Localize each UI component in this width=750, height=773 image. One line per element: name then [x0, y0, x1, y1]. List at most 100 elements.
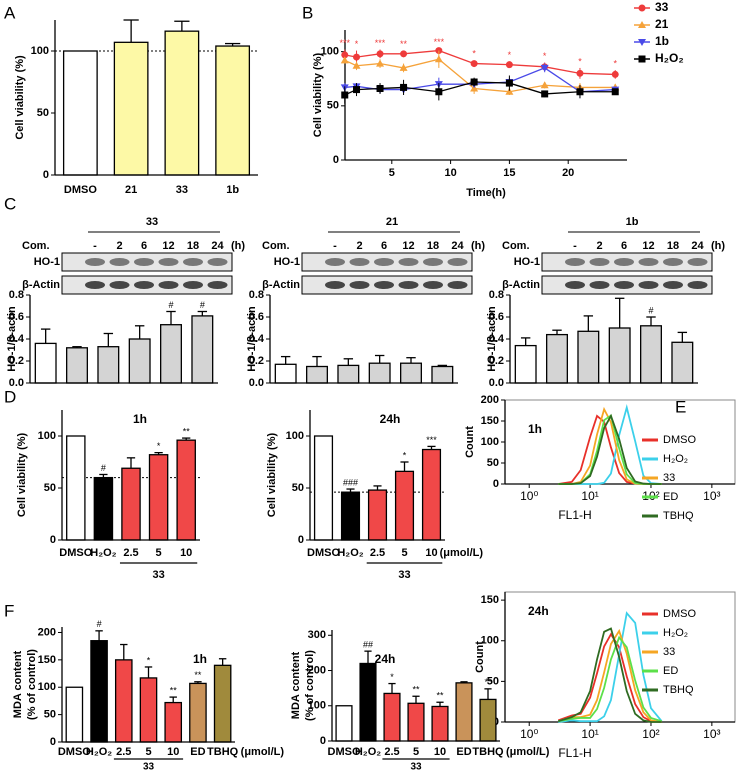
bar — [164, 701, 183, 743]
lane-label: 12 — [402, 240, 414, 252]
significance-mark: * — [147, 655, 151, 665]
bar — [66, 435, 86, 541]
bar — [367, 489, 388, 541]
y-tick-label: 100 — [308, 700, 326, 712]
blot-band — [638, 281, 659, 289]
y-tick-label: 150 — [481, 594, 499, 606]
x-tick-label: 10 — [167, 746, 179, 758]
blot-band — [638, 258, 659, 266]
significance-mark: ** — [194, 670, 202, 680]
blot-row-label: β-Actin — [22, 279, 60, 291]
blot-band — [687, 258, 708, 266]
y-tick-label: 0.2 — [9, 355, 24, 367]
blot-band — [349, 258, 370, 266]
blot-band — [398, 258, 419, 266]
blot-band — [325, 258, 345, 266]
y-tick-label: 100 — [31, 45, 49, 57]
bar — [139, 677, 158, 743]
data-point — [341, 51, 349, 59]
y-axis-label: Cell viability (%) — [16, 432, 28, 517]
blot-band — [423, 258, 443, 266]
significance-mark: * — [390, 672, 394, 682]
y-tick-label: 0 — [493, 478, 499, 490]
x-tick-label: 5 — [401, 547, 407, 559]
blot-band — [447, 281, 468, 289]
y-tick-label: 100 — [286, 430, 304, 442]
group-label: 33 — [410, 762, 422, 773]
chart-title: 1h — [133, 412, 147, 426]
blot-band — [374, 258, 394, 266]
blot-band — [614, 258, 634, 266]
bar — [65, 686, 84, 743]
data-point — [505, 87, 514, 95]
y-axis-label: Cell viability (%) — [14, 55, 26, 140]
x-tick-label: TBHQ — [207, 746, 239, 758]
x-tick-label: 10 — [434, 746, 446, 758]
x-tick-label: 10² — [642, 727, 659, 741]
blot-row-label: HO-1 — [514, 256, 540, 268]
unit-label: (μmol/L) — [241, 746, 285, 758]
x-tick-label: 10³ — [703, 489, 720, 503]
x-tick-label: ED — [190, 746, 205, 758]
y-tick-label: 0.8 — [249, 289, 264, 301]
legend-label: TBHQ — [663, 510, 694, 522]
significance-mark: ### — [343, 477, 358, 487]
x-tick-label: 33 — [176, 184, 188, 196]
blot-band — [109, 281, 130, 289]
blot-title: 21 — [386, 216, 398, 228]
x-tick-label: H₂O₂ — [90, 547, 116, 559]
blot-band — [565, 258, 585, 266]
significance-mark: *** — [426, 435, 437, 445]
x-tick-label: 2.5 — [116, 746, 131, 758]
lane-label: 18 — [427, 240, 439, 252]
y-tick-label: 50 — [44, 709, 56, 721]
significance-mark: # — [168, 300, 173, 310]
panel-label: D — [4, 387, 16, 406]
x-tick-label: 5 — [156, 547, 162, 559]
data-point — [540, 81, 549, 89]
x-tick-label: 21 — [125, 184, 137, 196]
y-tick-label: 0.6 — [9, 311, 24, 323]
lane-label: 2 — [596, 240, 602, 252]
series-line — [558, 627, 662, 723]
bar — [113, 41, 149, 176]
data-point — [399, 63, 408, 71]
x-tick-label: 5 — [413, 746, 419, 758]
x-tick-label: 10 — [180, 547, 192, 559]
data-point — [400, 50, 408, 58]
data-point — [435, 88, 443, 96]
series-line — [344, 81, 616, 96]
significance-mark: ** — [484, 677, 492, 687]
x-tick-label: TBHQ — [472, 746, 504, 758]
x-tick-label: DMSO — [59, 547, 92, 559]
y-tick-label: 100 — [38, 681, 56, 693]
lanes-label: Com. — [502, 240, 530, 252]
blot-band — [183, 258, 203, 266]
bar — [274, 363, 297, 384]
blot-title: 33 — [146, 216, 158, 228]
panel-label: C — [4, 194, 16, 213]
data-point — [376, 50, 384, 58]
bar — [340, 491, 361, 541]
series-line — [344, 49, 616, 76]
significance-mark: ## — [363, 640, 373, 650]
bar — [34, 342, 57, 384]
y-tick-label: 0 — [50, 736, 56, 748]
legend-label: 33 — [663, 646, 675, 658]
legend-label: TBHQ — [663, 684, 694, 696]
blot-band — [663, 258, 683, 266]
legend-label: 1b — [655, 34, 669, 48]
lane-label: 2 — [116, 240, 122, 252]
lane-label: - — [93, 240, 97, 252]
x-tick-label: 2.5 — [370, 547, 385, 559]
x-tick-label: 2.5 — [123, 547, 138, 559]
y-tick-label: 0.8 — [489, 289, 504, 301]
y-axis-label: HO-1/β-actin — [486, 306, 498, 372]
lane-label: - — [573, 240, 577, 252]
significance-mark: * — [472, 49, 476, 59]
panel-label: B — [302, 3, 313, 22]
chart-title: 24h — [528, 604, 549, 618]
legend-label: ED — [663, 665, 678, 677]
x-tick-label: 1b — [226, 184, 239, 196]
y-tick-label: 300 — [308, 629, 326, 641]
